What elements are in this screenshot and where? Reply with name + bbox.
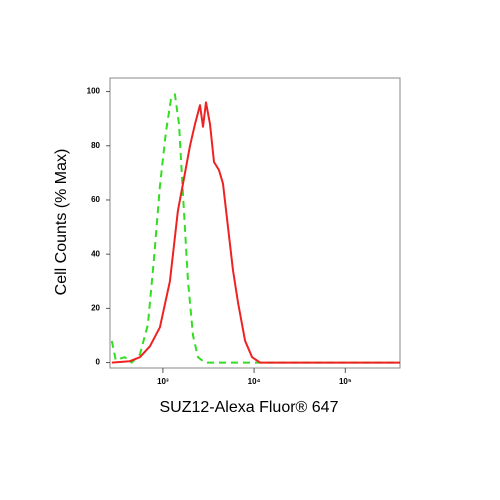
- y-axis-title: Cell Counts (% Max): [53, 149, 70, 296]
- y-tick-label: 80: [91, 141, 100, 150]
- histogram-line: [111, 101, 400, 364]
- y-tick-label: 40: [91, 249, 100, 258]
- y-tick-label: 100: [87, 87, 101, 96]
- histogram-line: [110, 93, 400, 364]
- x-tick-label: 10⁴: [248, 377, 261, 386]
- y-tick-label: 60: [91, 195, 100, 204]
- x-axis-title: SUZ12-Alexa Fluor® 647: [160, 399, 339, 416]
- y-tick-label: 20: [91, 303, 100, 312]
- x-tick-label: 10⁵: [339, 377, 352, 386]
- y-tick-label: 0: [96, 358, 101, 367]
- plot-frame: [109, 77, 401, 369]
- x-tick-label: 10³: [157, 377, 169, 386]
